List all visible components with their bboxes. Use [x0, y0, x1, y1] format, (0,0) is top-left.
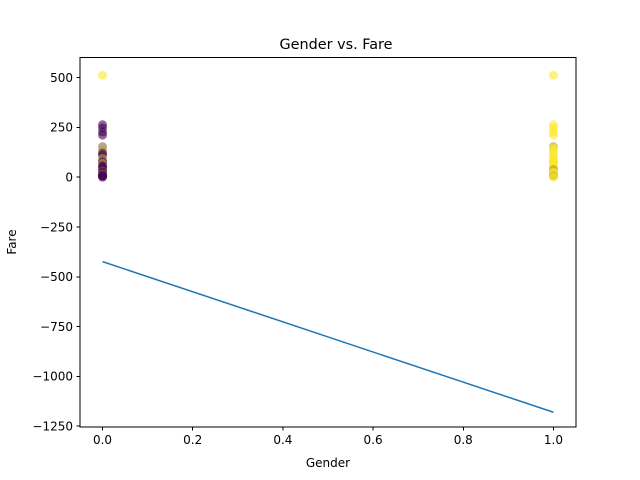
x-tick-label-1: 0.2 [183, 433, 202, 447]
y-tick-label-6: −1000 [32, 370, 73, 384]
y-axis-label: Fare [5, 229, 19, 254]
data-point-4 [98, 130, 108, 140]
data-point-25 [548, 70, 558, 80]
data-point-49 [548, 172, 558, 182]
y-tick-label-7: −1250 [32, 420, 73, 434]
data-point-0 [98, 70, 108, 80]
y-tick-label-4: −500 [40, 270, 73, 284]
data-point-29 [548, 130, 558, 140]
y-tick-label-3: −250 [40, 220, 73, 234]
points-layer [98, 70, 558, 182]
regression-line [102, 260, 554, 413]
data-point-24 [98, 172, 108, 182]
x-tick-label-0: 0.0 [93, 433, 112, 447]
x-axis-label: Gender [306, 456, 350, 470]
y-tick-label-5: −750 [40, 320, 73, 334]
plot-frame [79, 57, 577, 428]
y-tick-label-1: 250 [50, 121, 73, 135]
regression-line-layer [102, 260, 554, 413]
y-tick-label-0: 500 [50, 71, 73, 85]
x-tick-label-5: 1.0 [544, 433, 563, 447]
x-tick-label-3: 0.6 [364, 433, 383, 447]
x-tick-label-2: 0.4 [273, 433, 292, 447]
y-axis-ticks: 500 250 0 −250 −500 −750 −1000 −1250 [32, 71, 80, 434]
chart-title: Gender vs. Fare [280, 37, 393, 53]
x-axis-ticks: 0.0 0.2 0.4 0.6 0.8 1.0 [93, 427, 563, 447]
y-tick-label-2: 0 [65, 170, 73, 184]
x-tick-label-4: 0.8 [454, 433, 473, 447]
